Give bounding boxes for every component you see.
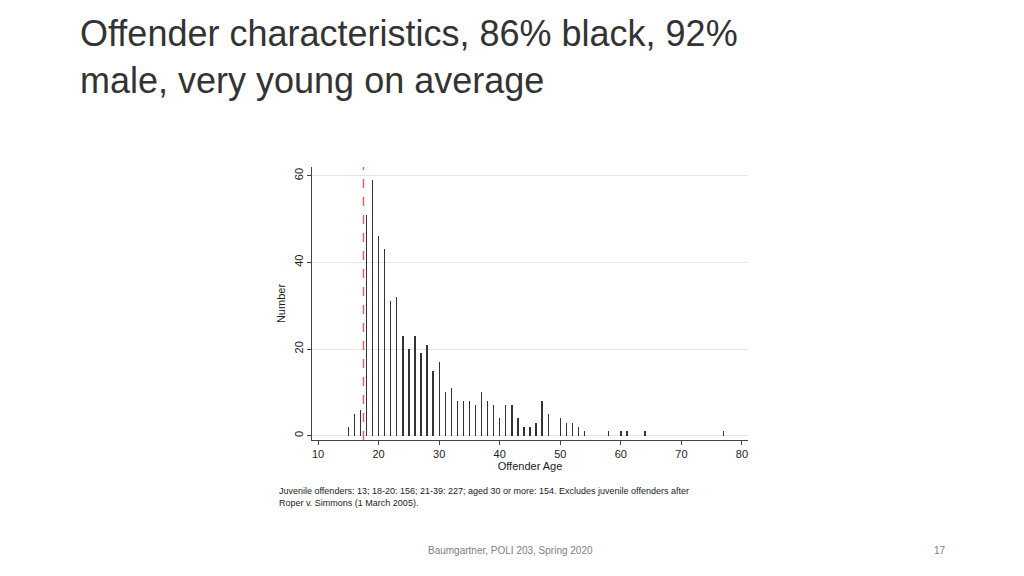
svg-text:17: 17 [934, 545, 946, 556]
svg-text:30: 30 [433, 448, 445, 460]
svg-text:70: 70 [675, 448, 687, 460]
svg-text:Baumgartner, POLI 203, Spring: Baumgartner, POLI 203, Spring 2020 [428, 545, 593, 556]
svg-text:Offender Age: Offender Age [498, 460, 563, 472]
svg-text:0: 0 [293, 431, 305, 437]
svg-text:60: 60 [293, 168, 305, 180]
svg-text:10: 10 [312, 448, 324, 460]
svg-text:40: 40 [293, 255, 305, 267]
svg-text:40: 40 [494, 448, 506, 460]
svg-text:Juvenile offenders: 13; 18-20:: Juvenile offenders: 13; 18-20: 156; 21-3… [279, 486, 689, 508]
svg-text:60: 60 [615, 448, 627, 460]
svg-text:80: 80 [736, 448, 748, 460]
svg-text:20: 20 [372, 448, 384, 460]
svg-text:Number: Number [275, 284, 287, 323]
svg-text:20: 20 [293, 341, 305, 353]
svg-text:50: 50 [554, 448, 566, 460]
svg-text:Offender characteristics, 86%: Offender characteristics, 86% black, 92%… [80, 13, 738, 101]
